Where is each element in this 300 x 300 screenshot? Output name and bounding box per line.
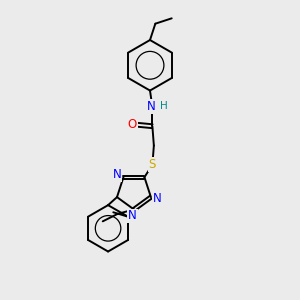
Text: S: S	[149, 158, 156, 171]
Text: N: N	[153, 192, 162, 205]
Text: N: N	[112, 168, 121, 181]
Text: N: N	[128, 209, 137, 223]
Text: H: H	[160, 101, 167, 111]
Text: N: N	[146, 100, 155, 113]
Text: O: O	[128, 118, 137, 131]
